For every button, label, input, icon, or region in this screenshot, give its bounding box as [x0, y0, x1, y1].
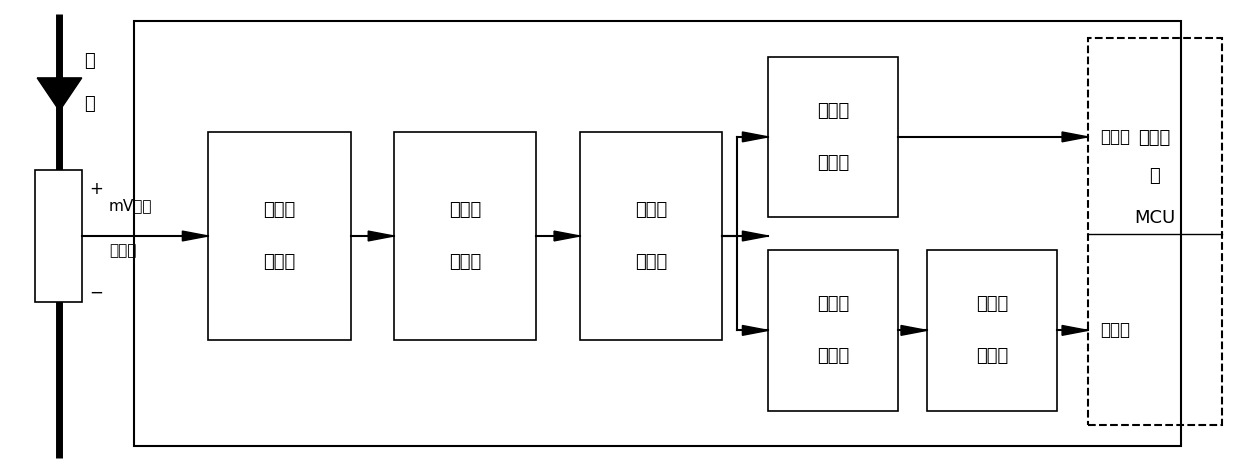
Text: 光耦隔: 光耦隔	[449, 201, 482, 219]
Text: 压信号: 压信号	[109, 243, 136, 258]
Text: MCU: MCU	[1134, 209, 1176, 228]
Bar	[208, 132, 351, 340]
Polygon shape	[554, 231, 580, 241]
Text: 通锱２: 通锱２	[1100, 321, 1130, 339]
Polygon shape	[1062, 326, 1088, 335]
Text: mV级电: mV级电	[109, 198, 152, 213]
Bar	[35, 170, 82, 302]
Text: 二级放: 二级放	[817, 295, 850, 313]
Text: 通锱１: 通锱１	[1100, 128, 1130, 146]
Text: 波电路: 波电路	[817, 154, 850, 172]
Bar	[768, 57, 898, 217]
Text: 离电路: 离电路	[449, 253, 482, 271]
Polygon shape	[742, 326, 768, 335]
Text: 大电路: 大电路	[634, 253, 668, 271]
Text: 前级保: 前级保	[263, 201, 296, 219]
Polygon shape	[901, 326, 927, 335]
Text: 一级放: 一级放	[634, 201, 668, 219]
Polygon shape	[182, 231, 208, 241]
Polygon shape	[368, 231, 394, 241]
Polygon shape	[742, 132, 768, 142]
Text: 二级滤: 二级滤	[975, 295, 1009, 313]
Polygon shape	[742, 231, 768, 241]
Bar	[580, 132, 722, 340]
Text: 微控制: 微控制	[1139, 129, 1171, 147]
Text: 波电路: 波电路	[975, 347, 1009, 365]
Text: −: −	[89, 284, 103, 302]
Polygon shape	[37, 78, 82, 111]
Bar	[394, 132, 536, 340]
Polygon shape	[1062, 132, 1088, 142]
Text: +: +	[89, 180, 103, 198]
Bar	[1088, 38, 1222, 425]
Bar	[768, 250, 898, 411]
Text: 大电路: 大电路	[817, 347, 850, 365]
Text: 电: 电	[84, 52, 95, 70]
Bar	[134, 21, 1181, 446]
Text: 一级滤: 一级滤	[817, 102, 850, 120]
Text: 护电路: 护电路	[263, 253, 296, 271]
Text: 流: 流	[84, 95, 95, 113]
Text: 器: 器	[1150, 167, 1160, 185]
Bar	[927, 250, 1057, 411]
